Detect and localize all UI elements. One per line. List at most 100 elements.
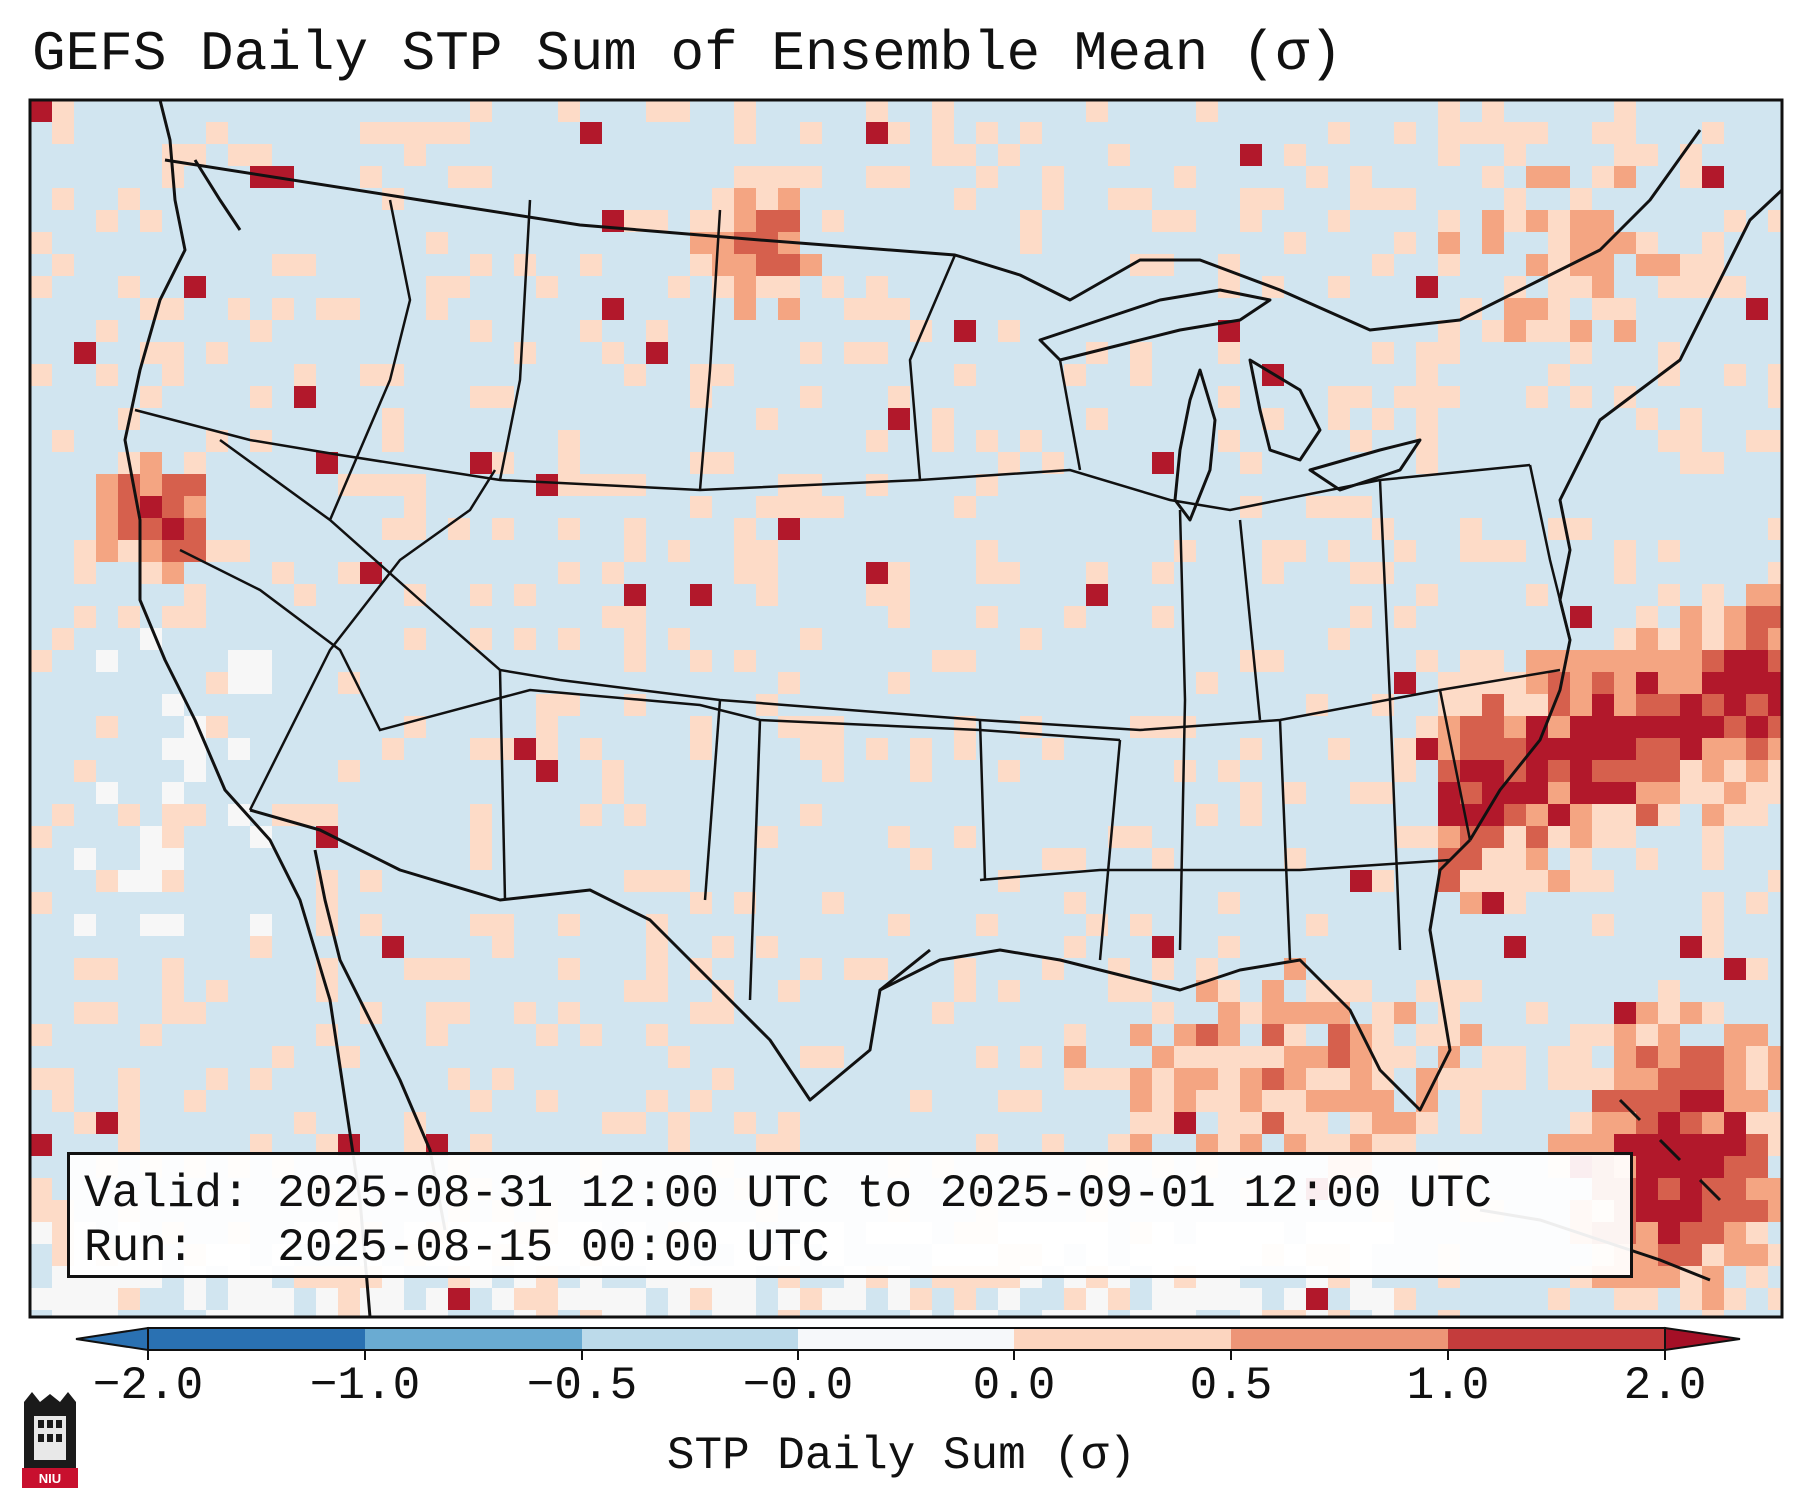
data-cell — [1350, 166, 1372, 188]
data-cell — [668, 1112, 690, 1134]
data-cell — [536, 1090, 558, 1112]
data-cell — [1240, 1068, 1262, 1090]
data-cell — [52, 804, 74, 826]
data-cell — [1614, 122, 1636, 144]
data-cell — [1482, 870, 1504, 892]
data-cell — [382, 518, 404, 540]
data-cell — [1152, 1068, 1174, 1090]
data-cell — [1636, 1178, 1658, 1200]
data-cell — [470, 584, 492, 606]
data-cell — [184, 1090, 206, 1112]
data-cell — [1328, 628, 1350, 650]
data-cell — [250, 1134, 272, 1156]
data-cell — [1174, 1090, 1196, 1112]
data-cell — [1614, 1112, 1636, 1134]
data-cell — [1306, 496, 1328, 518]
data-cell — [1350, 1288, 1372, 1310]
data-cell — [1416, 716, 1438, 738]
data-cell — [1570, 276, 1592, 298]
data-cell — [1438, 386, 1460, 408]
data-cell — [536, 1288, 558, 1310]
data-cell — [52, 430, 74, 452]
data-cell — [1350, 782, 1372, 804]
data-cell — [1460, 1112, 1482, 1134]
bahamas — [1618, 1098, 1722, 1202]
data-cell — [646, 1024, 668, 1046]
data-cell — [1438, 738, 1460, 760]
data-cell — [118, 474, 140, 496]
data-cell — [1548, 782, 1570, 804]
data-cell — [1702, 760, 1724, 782]
data-cell — [1526, 738, 1548, 760]
data-cell — [1526, 320, 1548, 342]
data-cell — [140, 914, 162, 936]
data-cell — [184, 1002, 206, 1024]
data-cell — [558, 1288, 580, 1310]
data-cell — [712, 452, 734, 474]
data-cell — [1526, 1002, 1548, 1024]
data-cell — [866, 100, 888, 122]
data-cell — [602, 1310, 624, 1317]
data-cell — [734, 100, 756, 122]
data-cell — [778, 1288, 800, 1310]
data-cell — [800, 628, 822, 650]
data-cell — [1658, 1112, 1680, 1134]
data-cell — [1350, 606, 1372, 628]
data-cell — [1306, 1046, 1328, 1068]
data-cell — [426, 232, 448, 254]
map-frame — [28, 98, 1784, 1319]
data-cell — [1768, 716, 1782, 738]
data-cell — [602, 298, 624, 320]
data-cell — [976, 474, 998, 496]
data-cell — [1130, 716, 1152, 738]
data-cell — [1262, 1068, 1284, 1090]
data-cell — [976, 1310, 998, 1317]
data-cell — [580, 804, 602, 826]
data-cell — [1240, 782, 1262, 804]
data-cell — [1504, 1068, 1526, 1090]
data-cell — [558, 430, 580, 452]
data-cell — [1306, 166, 1328, 188]
data-cell — [404, 958, 426, 980]
data-cell — [1460, 518, 1482, 540]
data-cell — [1548, 716, 1570, 738]
data-cell — [1130, 364, 1152, 386]
data-cell — [1702, 1112, 1724, 1134]
data-cell — [976, 1134, 998, 1156]
data-cell — [1504, 122, 1526, 144]
data-cell — [360, 562, 382, 584]
data-cell — [1702, 1178, 1724, 1200]
data-cell — [1570, 1024, 1592, 1046]
data-cell — [734, 540, 756, 562]
data-cell — [998, 1288, 1020, 1310]
data-cell — [800, 386, 822, 408]
data-cell — [1152, 1090, 1174, 1112]
data-cell — [1240, 650, 1262, 672]
data-cell — [1020, 430, 1042, 452]
data-cell — [558, 474, 580, 496]
data-cell — [822, 496, 844, 518]
state-line — [498, 669, 507, 901]
data-cell — [1328, 1310, 1350, 1317]
data-cell — [470, 826, 492, 848]
data-cell — [1636, 848, 1658, 870]
data-cell — [1592, 650, 1614, 672]
data-cell — [954, 1310, 976, 1317]
data-cell — [1218, 386, 1240, 408]
data-cell — [272, 298, 294, 320]
data-cell — [932, 144, 954, 166]
data-cell — [1350, 562, 1372, 584]
data-cell — [998, 320, 1020, 342]
data-cell — [1570, 606, 1592, 628]
data-cell — [690, 584, 712, 606]
data-cell — [382, 474, 404, 496]
data-cell — [1394, 1046, 1416, 1068]
data-cell — [1152, 958, 1174, 980]
data-cell — [30, 1200, 52, 1222]
data-cell — [30, 1068, 52, 1090]
state-line — [1438, 689, 1472, 841]
data-cell — [1240, 210, 1262, 232]
data-cell — [316, 452, 338, 474]
data-cell — [162, 694, 184, 716]
